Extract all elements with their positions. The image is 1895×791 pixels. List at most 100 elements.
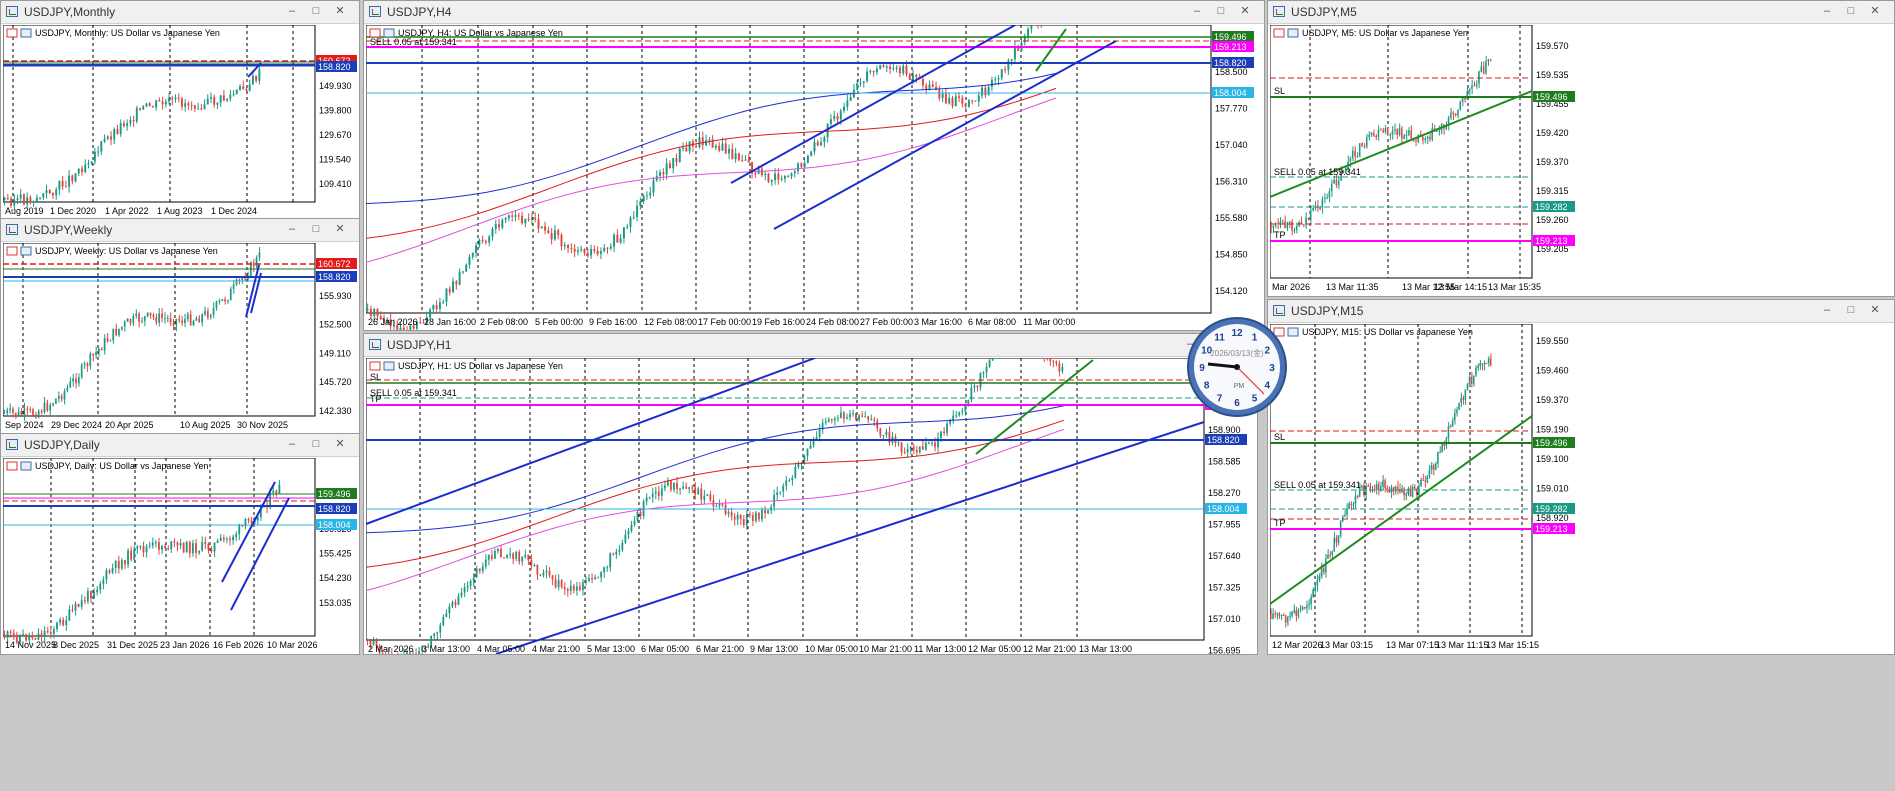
price-chart[interactable]: USDJPY, H1: US Dollar vs Japanese Yen SL S… (366, 358, 1255, 654)
maximize-button[interactable]: □ (312, 223, 320, 235)
chart-area[interactable]: USDJPY, M15: US Dollar vs Japanese Yen SL… (1270, 324, 1892, 652)
minimize-button[interactable]: – (1823, 304, 1831, 316)
candle-body (139, 545, 142, 547)
candle-body (682, 147, 685, 149)
candle-body (1337, 180, 1340, 186)
window-titlebar[interactable]: USDJPY,H4 – □ ✕ (364, 1, 1264, 24)
chart-menu-icon[interactable] (1273, 327, 1285, 337)
chart-window-h1[interactable]: USDJPY,H1–□✕ USDJPY, H1: US Dollar vs Ja… (363, 333, 1258, 655)
chart-menu-icon[interactable] (1273, 28, 1285, 38)
candle-body (69, 381, 72, 388)
price-chart[interactable]: USDJPY, Weekly: US Dollar vs Japanese Ye… (3, 243, 357, 433)
maximize-button[interactable]: □ (1847, 304, 1855, 316)
chart-window-m15[interactable]: USDJPY,M15 – □ ✕ USDJPY, M15: US Dollar vs … (1267, 299, 1895, 655)
trend-line[interactable] (1270, 90, 1533, 198)
close-button[interactable]: ✕ (335, 438, 345, 450)
candle-body (48, 190, 51, 194)
trend-line[interactable] (1035, 28, 1067, 72)
maximize-button[interactable]: □ (312, 5, 320, 17)
candle-body (918, 446, 921, 453)
candle-body (1013, 46, 1016, 60)
price-tag-label: 158.820 (318, 62, 351, 72)
desktop-clock-widget[interactable]: 12 1 2 3 4 5 6 7 8 9 10 11 2026/03/13(金) PM (1186, 316, 1288, 418)
trend-line[interactable] (975, 359, 1094, 455)
trend-channel-line[interactable] (730, 25, 1026, 184)
maximize-button[interactable]: □ (312, 438, 320, 450)
close-button[interactable]: ✕ (1870, 304, 1880, 316)
maximize-button[interactable]: □ (1217, 5, 1225, 17)
chart-area[interactable]: USDJPY, H1: US Dollar vs Japanese Yen SL S… (366, 358, 1255, 654)
candle-body (767, 510, 769, 514)
chart-area[interactable]: USDJPY, Monthly: US Dollar vs Japanese Y… (3, 25, 357, 220)
trend-channel-line[interactable] (495, 421, 1205, 654)
minimize-button[interactable]: – (288, 223, 296, 235)
trend-channel-line[interactable] (250, 272, 262, 314)
price-tag-label: 158.004 (1214, 88, 1247, 98)
chart-window-weekly[interactable]: USDJPY,Weekly – □ ✕ USDJPY, Weekly: US Doll… (0, 218, 360, 434)
window-titlebar[interactable]: USDJPY,Weekly – □ ✕ (1, 219, 359, 242)
plot-area[interactable] (1270, 25, 1533, 279)
price-chart[interactable]: USDJPY, Daily: US Dollar vs Japanese Yen… (3, 458, 357, 654)
candle-body (548, 570, 551, 576)
maximize-button[interactable]: □ (1847, 5, 1855, 17)
plot-area[interactable] (366, 358, 1205, 641)
chart-window-h4[interactable]: USDJPY,H4 – □ ✕ USDJPY, H4: US Dollar vs Ja… (363, 0, 1265, 331)
close-button[interactable]: ✕ (335, 223, 345, 235)
minimize-button[interactable]: – (1823, 5, 1831, 17)
chart-area[interactable]: USDJPY, Daily: US Dollar vs Japanese Yen… (3, 458, 357, 652)
chart-menu-icon[interactable] (6, 246, 18, 256)
chart-window-m5[interactable]: USDJPY,M5 – □ ✕ USDJPY, M5: US Dollar vs Ja… (1267, 0, 1895, 297)
trend-channel-line[interactable] (221, 481, 276, 583)
trend-channel-line[interactable] (245, 264, 260, 318)
candle-body (764, 509, 766, 514)
chart-area[interactable]: USDJPY, Weekly: US Dollar vs Japanese Ye… (3, 243, 357, 431)
plot-area[interactable] (3, 25, 316, 203)
plot-area[interactable] (366, 25, 1212, 314)
candle-body (379, 316, 382, 320)
candle-body (739, 514, 742, 520)
window-titlebar[interactable]: USDJPY,Monthly – □ ✕ (1, 1, 359, 24)
trend-channel-line[interactable] (247, 62, 262, 78)
candle-body (982, 372, 985, 374)
trend-channel-line[interactable] (773, 40, 1117, 230)
minimize-button[interactable]: – (1193, 5, 1201, 17)
candle-body (879, 65, 882, 69)
minimize-button[interactable]: – (288, 438, 296, 450)
candle-body (593, 249, 596, 251)
chart-window-daily[interactable]: USDJPY,Daily – □ ✕ USDJPY, Daily: US Dollar… (0, 433, 360, 655)
trend-line[interactable] (1270, 415, 1533, 605)
chart-menu-icon[interactable] (369, 361, 381, 371)
window-titlebar[interactable]: USDJPY,H1–□✕ (364, 334, 1257, 357)
close-button[interactable]: ✕ (335, 5, 345, 17)
chart-menu-icon[interactable] (6, 461, 18, 471)
candle-body (1027, 28, 1030, 38)
trend-channel-line[interactable] (366, 358, 896, 525)
price-axis-label: 149.110 (319, 348, 351, 358)
price-chart[interactable]: USDJPY, M15: US Dollar vs Japanese Yen SL… (1270, 324, 1892, 652)
plot-area[interactable] (1270, 324, 1533, 637)
candle-body (232, 94, 235, 96)
price-chart[interactable]: USDJPY, Monthly: US Dollar vs Japanese Y… (3, 25, 357, 220)
candle-body (1344, 514, 1346, 517)
close-button[interactable]: ✕ (1240, 5, 1250, 17)
candle-body (204, 542, 207, 545)
window-titlebar[interactable]: USDJPY,M5 – □ ✕ (1268, 1, 1894, 24)
window-titlebar[interactable]: USDJPY,M15 – □ ✕ (1268, 300, 1894, 323)
chart-window-monthly[interactable]: USDJPY,Monthly – □ ✕ USDJPY, Monthly: US Do… (0, 0, 360, 223)
price-chart[interactable]: USDJPY, M5: US Dollar vs Japanese Yen SL S… (1270, 25, 1892, 295)
chart-menu-icon[interactable] (6, 28, 18, 38)
minimize-button[interactable]: – (288, 5, 296, 17)
price-chart[interactable]: USDJPY, H4: US Dollar vs Japanese YenSEL… (366, 25, 1262, 330)
chart-menu-icon[interactable] (369, 28, 381, 38)
candle-body (1289, 615, 1291, 617)
candle-body (852, 413, 854, 415)
candle-body (132, 120, 135, 122)
candle-body (1457, 109, 1459, 116)
chart-area[interactable]: USDJPY, H4: US Dollar vs Japanese Yen SEL… (366, 25, 1262, 330)
window-titlebar[interactable]: USDJPY,Daily – □ ✕ (1, 434, 359, 457)
plot-area[interactable] (3, 243, 316, 417)
minimize-button[interactable]: – (1186, 338, 1194, 350)
chart-area[interactable]: USDJPY, M5: US Dollar vs Japanese Yen SL S… (1270, 25, 1892, 294)
trend-channel-line[interactable] (230, 497, 290, 611)
close-button[interactable]: ✕ (1870, 5, 1880, 17)
